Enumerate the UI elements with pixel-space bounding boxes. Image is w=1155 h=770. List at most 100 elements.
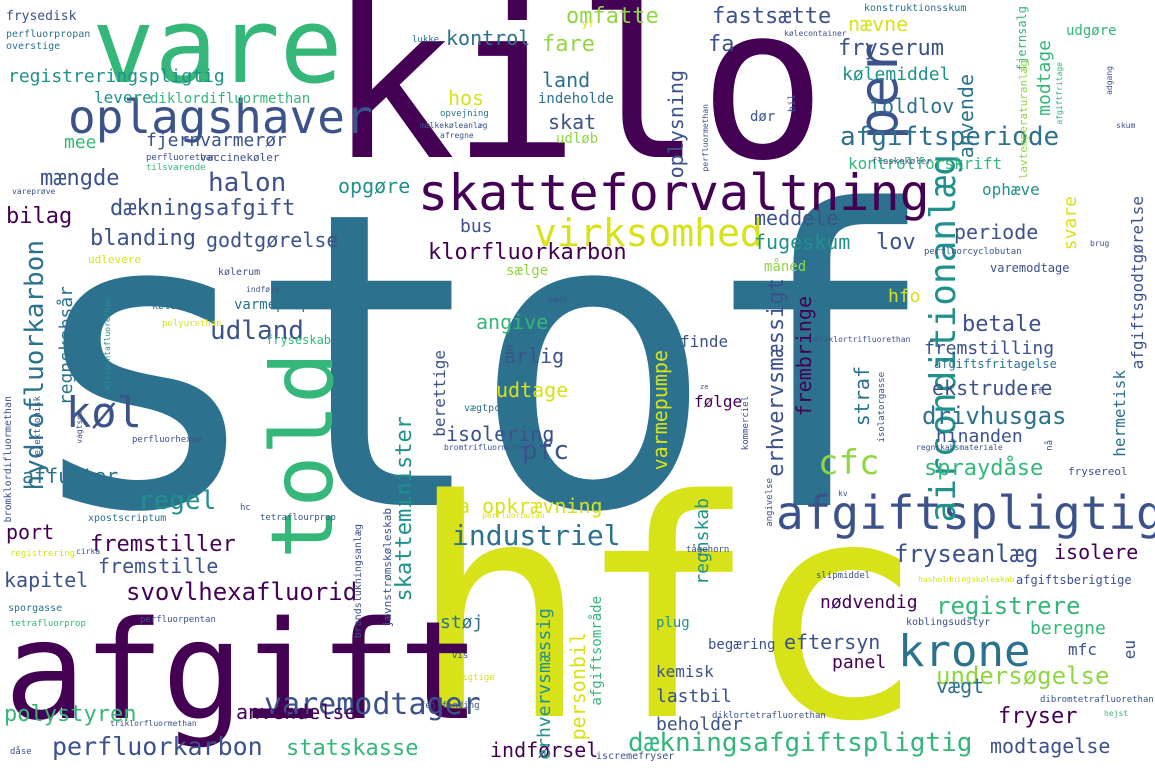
- word-udland: udland: [210, 316, 304, 346]
- word-perfluorethan: perfluorethan: [146, 153, 217, 163]
- word-bode: bøde: [548, 295, 568, 304]
- word-fejlfinding: fejlfinding: [420, 701, 480, 711]
- word-indfore: indføre: [246, 285, 280, 294]
- word-hfo: hfo: [888, 286, 921, 307]
- word-spraydase: spraydåse: [924, 456, 1044, 481]
- word-hermetisk: hermetisk: [1110, 370, 1129, 457]
- word-fremstille: fremstille: [98, 554, 219, 578]
- word-isolatorgasse: isolatorgasse: [877, 372, 887, 443]
- word-regel: regel: [138, 486, 217, 516]
- word-koblingsudstyr: koblingsudstyr: [906, 617, 991, 628]
- word-xpostscriptum: xpostscriptum: [88, 513, 167, 524]
- word-dibromtetrafluorethan: dibromtetrafluorethan: [1040, 695, 1154, 705]
- word-lukke: lukke: [412, 35, 440, 45]
- word-fare: fare: [542, 32, 595, 57]
- word-regnskab: regnskab: [692, 498, 713, 585]
- word-panel: panel: [832, 652, 887, 673]
- word-frysereol: frysereol: [1068, 465, 1128, 478]
- word-lavtemperaturanlaeg: lavtemperaturanlæg: [1017, 60, 1030, 180]
- word-konstruktionsskum: konstruktionsskum: [864, 3, 967, 14]
- word-skum: skum: [1116, 121, 1136, 130]
- word-regnskabsar: regnskabsår: [56, 286, 77, 406]
- word-slipmiddel: slipmiddel: [816, 571, 871, 581]
- word-angive: angive: [476, 310, 549, 334]
- word-polyurethan: polyurethan: [162, 319, 222, 329]
- word-beregne: beregne: [1030, 618, 1106, 639]
- word-drivhusgas: drivhusgas: [922, 402, 1067, 430]
- word-udlevere: udlevere: [88, 253, 141, 266]
- word-isolering: isolering: [446, 422, 555, 446]
- word-opvejning: opvejning: [440, 109, 489, 119]
- word-afgiftsberigtige: afgiftsberigtige: [1016, 573, 1132, 587]
- word-perfluorpentan: perfluorpentan: [140, 615, 216, 625]
- word-svare: svare: [1060, 196, 1081, 251]
- word-oplagshaver: oplagshaver: [68, 90, 373, 144]
- word-mee: mee: [64, 132, 97, 153]
- word-bus: bus: [460, 216, 493, 237]
- word-iscremefryser: iscremefryser: [596, 751, 675, 762]
- word-tetrafluorprop: tetrafluorprop: [10, 619, 86, 629]
- word-kapitel: kapitel: [4, 568, 89, 592]
- word-vaegt: vægt: [936, 674, 985, 698]
- word-hc: hc: [240, 503, 251, 513]
- word-saelge: sælge: [506, 263, 549, 279]
- word-personbil: personbil: [566, 632, 590, 741]
- word-maelkekoleanlaeg: mælkekøleanlæg: [420, 121, 488, 130]
- word-kv: kv: [838, 489, 848, 498]
- word-modtage: modtage: [1034, 40, 1055, 116]
- word-sf: sf: [1032, 387, 1043, 397]
- word-udgore: udgøre: [1066, 23, 1117, 39]
- word-overstige: overstige: [6, 41, 61, 52]
- word-vare: vare: [92, 0, 343, 107]
- word-fremstilling: fremstilling: [924, 338, 1055, 359]
- word-kilo: kilo: [328, 0, 827, 207]
- word-told: told: [253, 352, 353, 560]
- word-undersogelse: undersøgelse: [936, 662, 1110, 690]
- word-perfluormethan: perfluormethan: [701, 104, 710, 172]
- word-tetraflourprop: tetraflourprop: [260, 513, 336, 523]
- word-fugeskum: fugeskum: [754, 230, 851, 254]
- word-vagtsom: vagtsom: [75, 410, 84, 444]
- word-fastsaette: fastsætte: [712, 4, 832, 29]
- word-indeholde: indeholde: [538, 91, 614, 107]
- word-vareprove: vareprøve: [12, 187, 56, 196]
- word-lastbil: lastbil: [656, 686, 732, 707]
- word-opgore: opgøre: [338, 174, 411, 198]
- word-na: nå: [1045, 440, 1055, 451]
- word-udtage: udtage: [496, 378, 569, 402]
- word-klorpentafluorethan: klorpentafluorethan: [103, 298, 112, 390]
- word-naevne: nævne: [848, 12, 909, 36]
- word-anvende: anvende: [954, 74, 978, 159]
- word-beholder: beholder: [656, 714, 743, 735]
- word-isolere: isolere: [1054, 540, 1139, 564]
- word-godtgorelse: godtgørelse: [206, 228, 339, 252]
- word-mfc: mfc: [1068, 640, 1097, 659]
- word-fjernvarmeror: fjernvarmerør: [146, 130, 287, 151]
- word-bilag: bilag: [6, 204, 73, 229]
- word-diklortetrafluorethan: diklortetrafluorethan: [712, 711, 826, 721]
- word-varemodtager: varemodtager: [264, 687, 481, 722]
- word-kommerciel: kommerciel: [741, 396, 751, 451]
- word-anvendelse: anvendelse: [236, 700, 357, 724]
- word-flaskekoler: flaskekøler: [872, 157, 932, 167]
- word-afgiftsfritagelse: afgiftsfritagelse: [934, 357, 1057, 371]
- word-cfc: cfc: [818, 443, 880, 483]
- word-erhvervsmassigt: erhvervsmæssigt: [764, 278, 789, 477]
- word-affugter: affugter: [22, 464, 119, 488]
- word-brandslukningsanlaeg: brandslukningsanlæg: [353, 524, 364, 639]
- word-kemisk: kemisk: [656, 662, 714, 681]
- word-afgiftsgodtgorelse: afgiftsgodtgørelse: [1128, 196, 1147, 370]
- word-vaegtpct: vægtpct: [464, 403, 507, 414]
- word-afregne: afregne: [440, 131, 474, 140]
- word-folge: følge: [694, 392, 743, 411]
- word-hinanden: hinanden: [936, 426, 1023, 447]
- word-husholdningskoleskab: husholdningskøleskab: [918, 575, 1015, 584]
- word-ekstrudere: ekstrudere: [932, 376, 1053, 400]
- word-toldlov: toldlov: [870, 94, 955, 118]
- word-maned: måned: [764, 259, 807, 275]
- word-perfluorcyclobutan: perfluorcyclobutan: [924, 247, 1022, 257]
- word-erhvervsmaessig: erhvervsmæssig: [534, 608, 555, 760]
- word-fryserum: fryserum: [838, 36, 944, 61]
- word-angivelse: angivelse: [765, 478, 775, 527]
